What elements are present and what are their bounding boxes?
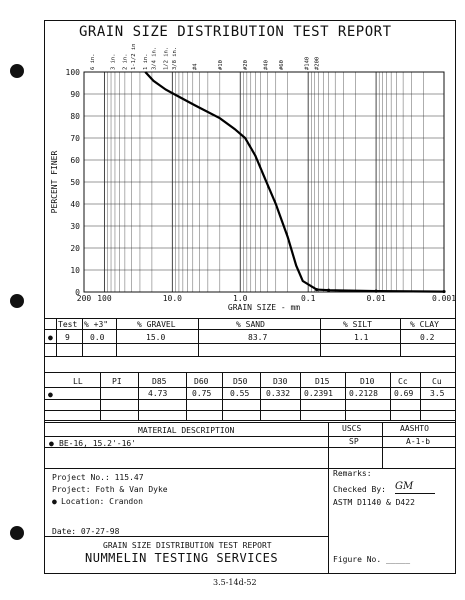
report-date: Date: 07-27-98 [52,527,120,536]
col-header-d30: D30 [273,377,288,386]
series-line [144,71,445,293]
sieve-label: #140 [304,57,310,70]
col-header-sand: % SAND [236,320,265,329]
x-tick-label: 1.0 [233,294,248,303]
sieve-label: 3/4 in. [151,47,157,70]
sieve-label: 1-1/2 in. [131,44,137,70]
col-header-d50: D50 [233,377,248,386]
y-tick-label: 80 [70,112,80,121]
y-tick-label: 60 [70,156,80,165]
sieve-label: 2 in. [122,53,128,70]
y-tick-label: 20 [70,244,80,253]
row-marker: ● [52,497,57,506]
cell-d50: 0.55 [230,389,250,398]
cell-sand: 83.7 [248,333,268,342]
cell-d10: 0.2128 [349,389,378,398]
row-marker: ● [48,390,53,399]
x-tick-label: 0.1 [301,294,316,303]
sieve-label: #200 [315,57,321,70]
checked-by-label: Checked By: [333,485,386,494]
data-point [442,289,446,294]
sieve-label: #4 [192,63,198,70]
sieve-label: 3/8 in. [172,47,178,70]
y-tick-label: 70 [70,134,80,143]
col-header-d15: D15 [315,377,330,386]
remarks-label: Remarks: [333,469,372,478]
x-tick-label: 0.01 [366,294,385,303]
x-axis-label: GRAIN SIZE - mm [228,303,300,312]
cell-clay: 0.2 [420,333,435,342]
sieve-label: 1/2 in. [163,47,169,70]
report-frame [44,20,456,574]
col-header-pi: PI [112,377,122,386]
cell-test: 9 [65,333,70,342]
material-description: BE-16, 15.2'-16' [59,439,137,448]
binder-hole [10,294,24,308]
x-tick-label: 10.0 [163,294,182,303]
data-point [327,288,331,292]
cell-d15: 0.2391 [304,389,333,398]
plot-area [83,71,445,293]
col-header-cu: Cu [432,377,442,386]
sieve-label: #40 [264,60,270,70]
uscs-value: SP [349,437,359,446]
cell-d85: 4.73 [148,389,168,398]
cell-d60: 0.75 [192,389,212,398]
x-tick-label: 200 [77,294,92,303]
project-name: Project: Foth & Van Dyke [52,485,168,494]
binder-hole [10,526,24,540]
cell-silt: 1.1 [354,333,369,342]
checked-by-signature: GM [395,481,414,492]
material-header: MATERIAL DESCRIPTION [138,426,235,435]
lab-subtitle: GRAIN SIZE DISTRIBUTION TEST REPORT [103,541,272,550]
col-header-plus3: % +3" [84,320,109,329]
cell-cc: 0.69 [394,389,414,398]
col-header-silt: % SILT [343,320,372,329]
y-tick-label: 10 [70,266,80,275]
sieve-label: #20 [243,60,249,70]
col-header-test: Test [58,320,78,329]
cell-d30: 0.332 [266,389,291,398]
uscs-header: USCS [342,424,362,433]
col-header-ll: LL [73,377,83,386]
data-point [374,289,378,293]
y-axis-label: PERCENT FINER [50,151,59,214]
figure-number: Figure No. _____ [333,555,411,564]
x-tick-label: 0.001 [432,294,456,303]
lab-name: NUMMELIN TESTING SERVICES [85,551,279,565]
cell-plus3: 0.0 [90,333,105,342]
col-header-clay: % CLAY [410,320,439,329]
y-tick-label: 90 [70,90,80,99]
col-header-d10: D10 [360,377,375,386]
col-header-d85: D85 [152,377,167,386]
y-tick-label: 40 [70,200,80,209]
aashto-header: AASHTO [400,424,429,433]
astm-standard: ASTM D1140 & D422 [333,498,415,507]
cell-cu: 3.5 [430,389,445,398]
sieve-label: 6 in. [90,53,96,70]
sieve-label: #60 [279,60,285,70]
grain-size-chart: 0 10 20 30 40 50 60 70 80 90 100 200 100 10.0 1.0 0.1 0.… [50,44,456,312]
project-location: Location: Crandon [61,497,143,506]
cell-gravel: 15.0 [146,333,166,342]
data-point [315,287,319,292]
footer-label: 3.5-14d-52 [213,578,257,587]
aashto-value: A-1-b [406,437,431,446]
col-header-d60: D60 [194,377,209,386]
y-tick-label: 50 [70,178,80,187]
y-tick-label: 30 [70,222,80,231]
x-tick-label: 100 [97,294,112,303]
col-header-gravel: % GRAVEL [137,320,176,329]
binder-hole [10,64,24,78]
col-header-cc: Cc [398,377,408,386]
row-marker: ● [48,333,53,342]
y-tick-label: 100 [66,68,81,77]
report-title: GRAIN SIZE DISTRIBUTION TEST REPORT [79,24,392,40]
project-number: Project No.: 115.47 [52,473,144,482]
sieve-label: 1 in. [143,53,149,70]
sieve-label: 3 in. [110,53,116,70]
sieve-label: #10 [218,60,224,70]
row-marker: ● [49,439,54,448]
y-tick-label: 0 [75,288,80,297]
